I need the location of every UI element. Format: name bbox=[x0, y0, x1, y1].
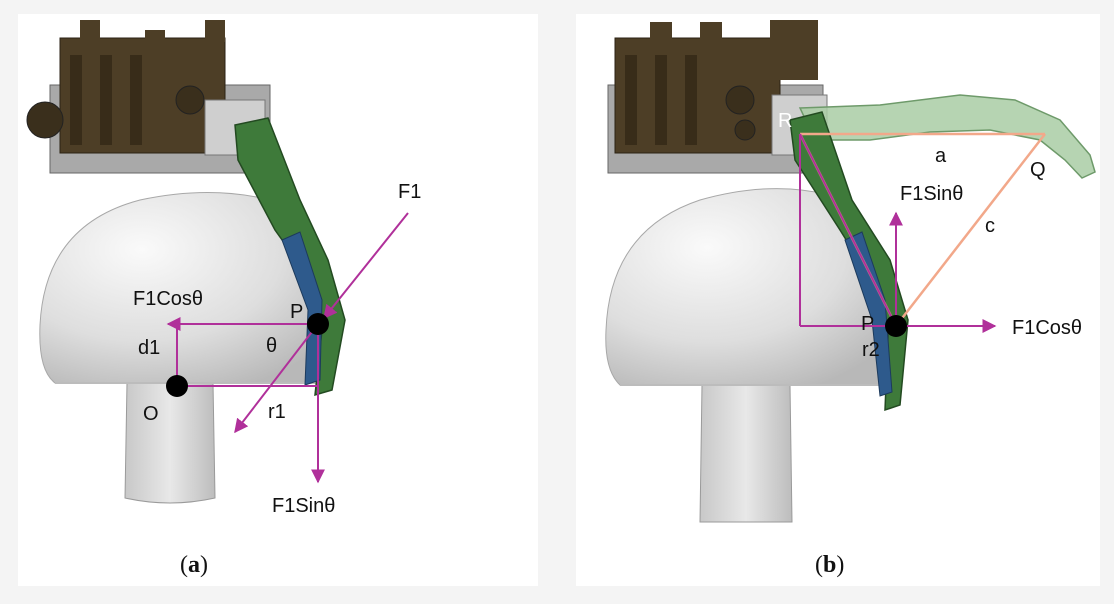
label-r2-b: r2 bbox=[862, 339, 880, 361]
point-p-a bbox=[307, 313, 329, 335]
caption-b: (b) bbox=[815, 552, 844, 578]
finger-pad-b bbox=[844, 231, 893, 397]
point-p-b bbox=[885, 315, 907, 337]
finger-open-b bbox=[798, 94, 1096, 179]
label-f1cos-b: F1Cosθ bbox=[1012, 317, 1082, 339]
label-theta-a: θ bbox=[266, 335, 277, 357]
f1-line-extension-a bbox=[234, 323, 319, 434]
panel-b: R a Q F1Sinθ c P r2 F1Cosθ (b) bbox=[605, 20, 1096, 578]
f1-line-b bbox=[799, 133, 897, 327]
label-f1-a: F1 bbox=[398, 181, 421, 203]
label-f1cos-a: F1Cosθ bbox=[133, 288, 203, 310]
side-c-line-b bbox=[895, 133, 1046, 327]
point-o-a bbox=[166, 375, 188, 397]
f1-arrow-a bbox=[323, 212, 409, 320]
label-f1sin-b: F1Sinθ bbox=[900, 183, 963, 205]
label-o-a: O bbox=[143, 403, 159, 425]
finger-pad-a bbox=[281, 231, 323, 386]
label-p-b: P bbox=[861, 313, 874, 335]
caption-a: (a) bbox=[180, 552, 208, 578]
label-d1-a: d1 bbox=[138, 337, 160, 359]
label-f1sin-a: F1Sinθ bbox=[272, 495, 335, 517]
mushroom-stem-b bbox=[699, 384, 793, 523]
servo-motor-a bbox=[26, 20, 271, 174]
label-r1-a: r1 bbox=[268, 401, 286, 423]
panel-a: F1 F1Cosθ P θ d1 r1 O F1Sinθ (a) bbox=[26, 20, 421, 578]
servo-motor-b bbox=[607, 20, 828, 174]
label-c-b: c bbox=[985, 215, 995, 237]
finger-closed-b bbox=[789, 111, 909, 412]
label-q-b: Q bbox=[1030, 159, 1046, 181]
finger-a bbox=[234, 117, 346, 397]
label-p-a: P bbox=[290, 301, 303, 323]
mushroom-stem-a bbox=[124, 382, 216, 504]
label-r-b: R bbox=[778, 110, 792, 132]
label-a-b: a bbox=[935, 145, 947, 167]
